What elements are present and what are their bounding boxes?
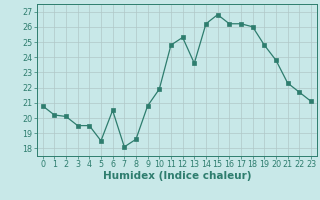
X-axis label: Humidex (Indice chaleur): Humidex (Indice chaleur) bbox=[102, 171, 251, 181]
